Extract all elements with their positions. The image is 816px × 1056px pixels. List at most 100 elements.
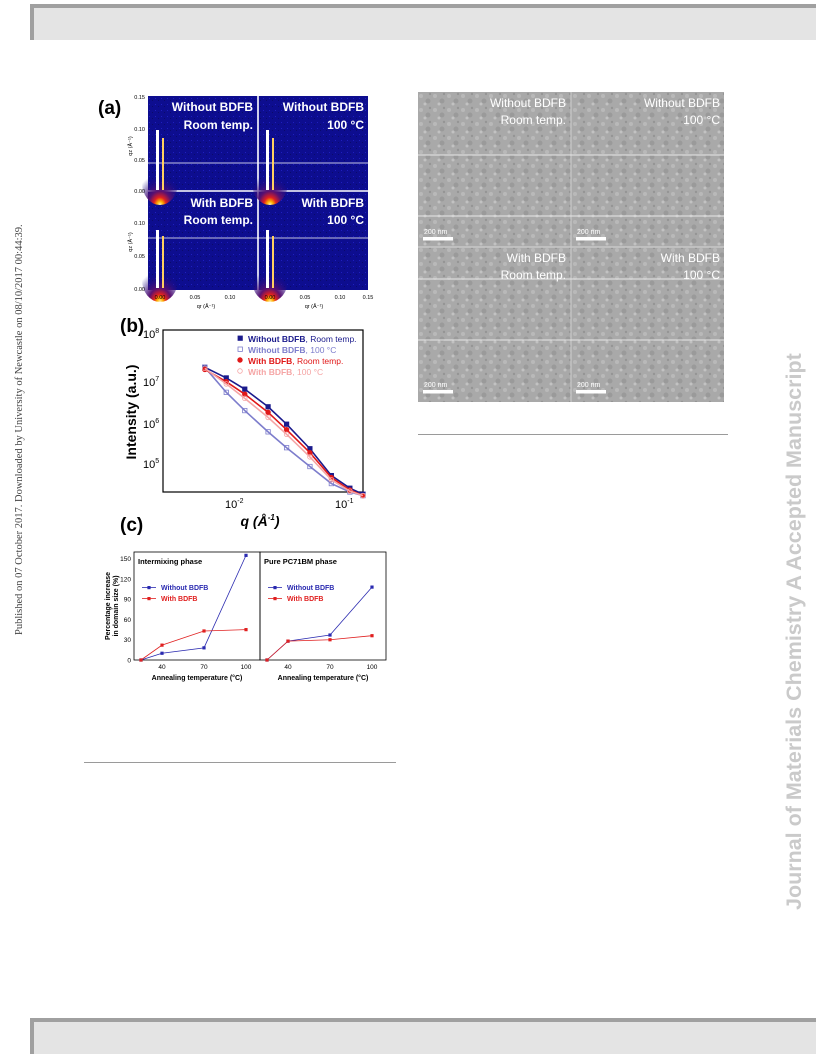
c-xlabel: Annealing temperature (°C) [278, 674, 369, 682]
b-data-point [265, 409, 271, 416]
b-ytick: 108 [143, 328, 159, 341]
c-legend-marker [147, 597, 151, 601]
c-data-point [328, 633, 332, 637]
b-data-point [307, 454, 313, 460]
page-header-bar [30, 4, 816, 40]
scale-bar: 200 nm [576, 382, 606, 394]
b-data-point [265, 414, 271, 421]
legend-label-rest: , Room temp. [292, 356, 343, 366]
c-data-point [202, 646, 206, 650]
divider-left [84, 762, 396, 763]
c-data-point [202, 629, 206, 633]
a-xtick: 0.00 [265, 295, 276, 301]
saxs-chart: 108 107 106 105 10-2 10-1 Intensity (a.u… [123, 328, 366, 529]
b-data-point [202, 365, 208, 372]
b-ytick-exp: 6 [155, 418, 159, 425]
b-series-line [204, 366, 364, 497]
a-xtick: 0.05 [300, 295, 311, 301]
c-legend-marker [147, 586, 151, 590]
c-data-point [244, 628, 248, 632]
legend-label-rest: , Room temp. [306, 334, 357, 344]
legend-label: With BDFB, Room temp. [248, 356, 343, 366]
a-panel-2-line1: Without BDFB [283, 100, 365, 114]
a-ytick: 0.05 [134, 254, 145, 260]
a-panel-1-line1: Without BDFB [172, 100, 254, 114]
c-xtick: 40 [284, 664, 292, 671]
b-data-point [307, 450, 313, 456]
c-xtick: 40 [158, 664, 166, 671]
c-xtick: 100 [241, 664, 252, 671]
b-data-point [242, 391, 248, 397]
scale-bar-label: 200 nm [424, 382, 448, 389]
a-ylabel: qz (Å⁻¹) [127, 232, 134, 252]
c-ytick: 60 [124, 617, 132, 624]
a-panel-3-line2: Room temp. [184, 213, 253, 227]
c-legend-marker [273, 586, 277, 590]
publication-note-text: Published on 07 October 2017. Downloaded… [14, 224, 25, 635]
c-legend-label: With BDFB [287, 596, 323, 603]
c-xtick: 70 [326, 664, 334, 671]
a-panel-3-line1: With BDFB [190, 196, 253, 210]
legend-marker [237, 368, 243, 374]
figure-right: Without BDFB Room temp. Without BDFB 100… [418, 92, 724, 402]
b-xlabel: q (Å-1) [240, 513, 279, 529]
tem-1-line1: Without BDFB [490, 96, 566, 110]
c-data-point [160, 643, 164, 647]
c-legend-marker [273, 597, 277, 601]
c-xtick: 70 [200, 664, 208, 671]
tem-2-line1: Without BDFB [644, 96, 720, 110]
legend-marker [237, 357, 243, 363]
a-xtick: 0.10 [225, 295, 236, 301]
b-data-point [223, 381, 229, 387]
b-ytick: 107 [143, 376, 159, 389]
c-series-line [140, 629, 247, 661]
b-data-point [265, 404, 271, 410]
c-legend-label: With BDFB [161, 596, 197, 603]
a-panel-2-line2: 100 °C [327, 118, 364, 132]
b-xlabel-sup: -1 [268, 513, 276, 522]
page-footer-bar [30, 1018, 816, 1054]
a-ytick: 0.15 [134, 95, 145, 101]
scale-bar: 200 nm [423, 229, 453, 241]
c-plot-frame [133, 551, 261, 661]
legend-label: Without BDFB, Room temp. [248, 334, 357, 344]
c-data-point [139, 658, 143, 662]
b-ytick-exp: 8 [155, 328, 159, 335]
scale-bar-label: 200 nm [577, 382, 601, 389]
a-ytick: 0.10 [134, 127, 145, 133]
b-data-point [283, 426, 290, 433]
legend-marker [237, 346, 243, 352]
giwaxs-panels: Without BDFB Room temp. Without BDFB 100… [127, 95, 373, 310]
c-ytick: 90 [124, 597, 132, 604]
journal-watermark: Journal of Materials Chemistry A Accepte… [776, 140, 816, 910]
a-ytick: 0.05 [134, 158, 145, 164]
scatter-hotspot [252, 130, 288, 205]
b-data-point [328, 477, 335, 483]
a-xtick: 0.15 [363, 295, 374, 301]
legend-marker [237, 335, 243, 341]
a-ylabel: qz (Å⁻¹) [127, 136, 134, 156]
a-panel-1-line2: Room temp. [184, 118, 253, 132]
legend-label-rest: , 100 °C [292, 367, 323, 377]
c-data-point [328, 638, 332, 642]
label-b: (b) [120, 316, 144, 337]
a-xtick: 0.05 [190, 295, 201, 301]
a-xlabel: qr (Å⁻¹) [305, 303, 324, 310]
legend-label-bold: Without BDFB [248, 345, 306, 355]
b-data-point [223, 389, 229, 395]
a-ytick: 0.00 [134, 189, 145, 195]
b-series-marks [202, 364, 366, 499]
a-panel-4-line1: With BDFB [301, 196, 364, 210]
b-data-point [265, 429, 271, 435]
b-xtick-exp: -2 [237, 498, 243, 505]
c-data-point [265, 658, 269, 662]
a-panel-4-line2: 100 °C [327, 213, 364, 227]
c-chart-title: Intermixing phase [138, 557, 202, 566]
c-data-point [286, 639, 290, 643]
c-xlabel: Annealing temperature (°C) [152, 674, 243, 682]
intermixing-chart: Intermixing phase Without BDFB With BDFB 40… [105, 551, 261, 682]
b-ytick-exp: 5 [155, 458, 159, 465]
a-ytick: 0.10 [134, 221, 145, 227]
a-xtick: 0.10 [335, 295, 346, 301]
b-data-point [242, 395, 248, 402]
